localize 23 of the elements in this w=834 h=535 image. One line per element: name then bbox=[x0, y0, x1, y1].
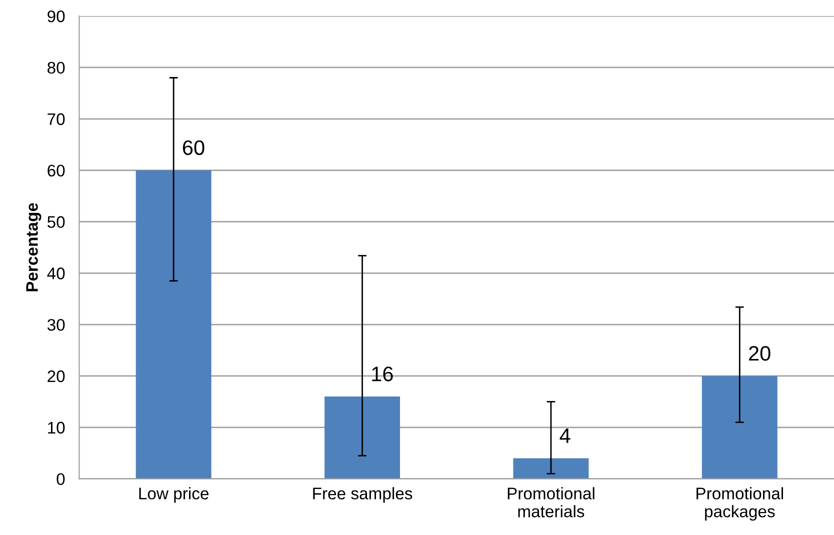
y-tick-label: 20 bbox=[48, 370, 65, 382]
y-tick-label: 80 bbox=[48, 62, 65, 74]
data-label: 60 bbox=[182, 140, 204, 156]
y-tick-label: 90 bbox=[48, 10, 65, 22]
y-tick-label: 70 bbox=[48, 113, 65, 126]
bar bbox=[702, 376, 778, 479]
x-tick-label: Promotional materials bbox=[508, 487, 594, 518]
data-label: 20 bbox=[749, 346, 770, 361]
bar bbox=[324, 396, 400, 479]
y-tick-label: 60 bbox=[48, 164, 65, 177]
bar bbox=[136, 170, 212, 479]
y-tick-label: 50 bbox=[47, 216, 65, 228]
y-axis-title: Percentage bbox=[26, 203, 42, 292]
x-tick-label: Promotional packages bbox=[696, 487, 784, 521]
x-tick-label: Low price bbox=[139, 487, 209, 503]
bar bbox=[513, 458, 589, 479]
data-label: 16 bbox=[372, 366, 393, 382]
y-tick-label: 30 bbox=[47, 318, 65, 331]
y-tick-label: 40 bbox=[47, 268, 65, 280]
x-tick-label: Free samples bbox=[313, 487, 412, 503]
y-tick-label: 0 bbox=[56, 473, 65, 486]
y-tick-label: 10 bbox=[48, 422, 65, 434]
data-label: 4 bbox=[560, 428, 570, 443]
